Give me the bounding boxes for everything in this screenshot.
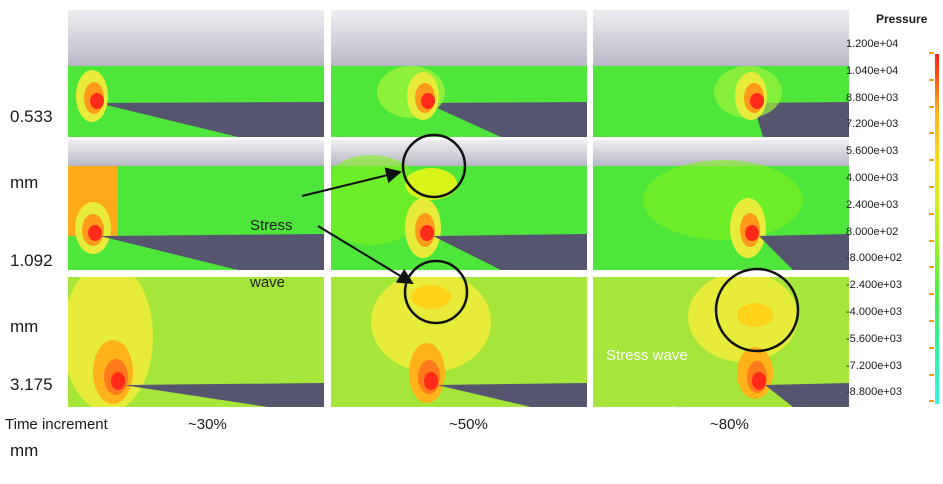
legend-tick-mark: [929, 400, 934, 403]
legend-tick-label: 8.000e+02: [846, 225, 899, 238]
x-axis-title: Time increment: [5, 416, 108, 433]
row-label-1092: 1.092 mm: [10, 206, 53, 360]
sim-panel-r2-c3: [593, 140, 849, 270]
legend-title: Pressure: [876, 12, 928, 26]
stress-wave-line2: wave: [250, 274, 286, 291]
legend-tick-mark: [929, 132, 934, 135]
sim-panel-r3-c2: [331, 277, 587, 407]
column-label-50: ~50%: [449, 416, 488, 433]
stress-wave-circle-bottom: [403, 259, 469, 325]
legend-tick-mark: [929, 78, 934, 81]
row-label-unit: mm: [10, 441, 39, 460]
row-label-value: 1.092: [10, 251, 53, 270]
reconnecting-circle: [714, 267, 800, 353]
legend-tick-label: -4.000e+03: [846, 306, 902, 318]
legend-tick-label: -5.600e+03: [846, 332, 902, 345]
sim-panel-r1-c2: [331, 10, 587, 137]
sim-panel-r3-c1: [68, 277, 324, 407]
sim-panel-r1-c3: [593, 10, 849, 137]
legend-tick-mark: [929, 159, 934, 162]
legend-tick-label: -7.200e+03: [846, 359, 902, 372]
stress-wave-circle-top: [401, 133, 467, 199]
legend-tick-mark: [929, 186, 934, 188]
column-label-80: ~80%: [710, 416, 749, 433]
legend-tick-mark: [929, 239, 934, 242]
row-label-0533: 0.533 mm: [10, 62, 53, 216]
legend-tick-label: 7.200e+03: [846, 118, 899, 131]
legend-tick-label: 8.800e+03: [846, 91, 899, 104]
legend-tick-label: -8.000e+02: [846, 252, 902, 265]
legend-tick-label: -8.800e+03: [846, 386, 902, 399]
annotation-overlay: [301, 133, 800, 353]
legend-tick-label: 1.040e+04: [846, 64, 899, 77]
reconnecting-line2: reconnecting: [606, 404, 692, 421]
legend-tick-mark: [929, 346, 934, 349]
row-label-unit: mm: [10, 173, 39, 192]
legend-tick-mark: [929, 212, 934, 215]
row-label-value: 0.533: [10, 107, 53, 126]
reconnecting-annotation: Stress wave reconnecting: [606, 308, 692, 441]
stress-wave-line1: Stress: [250, 217, 293, 234]
legend-tick-label: 5.600e+03: [846, 145, 899, 158]
legend-tick-mark: [929, 293, 934, 296]
legend-tick-mark: [929, 105, 934, 108]
legend-tick-mark: [929, 52, 934, 54]
sim-panel-r3-c3: [593, 277, 849, 407]
row-label-value: 3.175: [10, 375, 53, 394]
legend-tick-mark: [929, 320, 934, 322]
reconnecting-line1: Stress wave: [606, 347, 688, 364]
row-label-unit: mm: [10, 317, 39, 336]
legend-tick-label: -2.400e+03: [846, 279, 902, 292]
legend-tick-mark: [929, 373, 934, 376]
arrow-to-bottom-circle: [317, 225, 414, 285]
legend-tick-mark: [929, 266, 934, 269]
column-label-30: ~30%: [188, 416, 227, 433]
legend-color-bar: [935, 54, 939, 404]
sim-panel-r1-c1: [68, 10, 324, 137]
stress-wave-annotation: Stress wave: [250, 178, 293, 311]
legend-tick-label: 1.200e+04: [846, 38, 899, 50]
arrow-to-top-circle: [301, 167, 402, 197]
legend-tick-label: 2.400e+03: [846, 198, 899, 211]
sim-panel-r2-c1: [68, 140, 324, 270]
legend-tick-label: 4.000e+03: [846, 172, 899, 184]
